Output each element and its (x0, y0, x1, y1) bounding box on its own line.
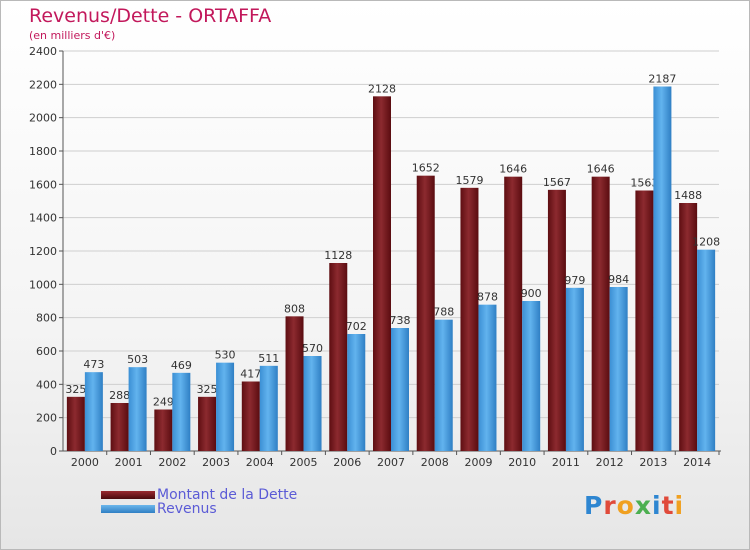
data-label-debt: 1646 (499, 163, 527, 176)
data-label-revenue: 788 (433, 306, 454, 319)
bar-revenue (565, 287, 584, 451)
bar-revenue (259, 365, 278, 451)
x-tick-label: 2013 (639, 456, 667, 469)
chart-title: Revenus/Dette - ORTAFFA (29, 5, 272, 27)
y-tick-label: 2400 (29, 45, 57, 58)
bar-revenue (84, 372, 103, 451)
x-tick-label: 2007 (377, 456, 405, 469)
bar-debt (66, 396, 85, 451)
bar-revenue (653, 86, 672, 451)
y-tick-label: 1000 (29, 278, 57, 291)
x-tick-label: 2003 (202, 456, 230, 469)
legend-item-debt: Montant de la Dette (101, 487, 298, 503)
data-label-debt: 1563 (630, 177, 658, 190)
y-tick-label: 1400 (29, 212, 57, 225)
data-label-revenue: 511 (258, 352, 279, 365)
legend-swatch-debt (101, 491, 155, 499)
y-tick-label: 2000 (29, 112, 57, 125)
y-tick-label: 1800 (29, 145, 57, 158)
data-label-revenue: 878 (477, 291, 498, 304)
y-tick-label: 400 (36, 378, 57, 391)
bar-debt (110, 403, 129, 451)
bar-debt (679, 203, 698, 451)
data-label-debt: 1128 (324, 249, 352, 262)
data-label-debt: 288 (109, 389, 130, 402)
x-tick-label: 2006 (333, 456, 361, 469)
bar-debt (198, 396, 217, 451)
bar-debt (416, 175, 435, 451)
bar-debt (591, 176, 610, 451)
data-label-revenue: 469 (171, 359, 192, 372)
chart-subtitle: (en milliers d'€) (29, 29, 116, 42)
data-label-debt: 249 (153, 396, 174, 409)
x-tick-label: 2012 (596, 456, 624, 469)
data-label-debt: 2128 (368, 82, 396, 95)
bar-revenue (434, 319, 453, 451)
bar-revenue (522, 301, 541, 451)
bar-debt (329, 263, 348, 451)
y-tick-label: 0 (50, 445, 57, 458)
bar-debt (241, 381, 260, 451)
data-label-revenue: 530 (215, 349, 236, 362)
bar-debt (373, 96, 391, 451)
proxiti-logo: Proxiti (584, 491, 685, 520)
x-tick-label: 2002 (158, 456, 186, 469)
legend-swatch-revenue (101, 505, 155, 513)
data-label-debt: 1488 (674, 189, 702, 202)
data-label-debt: 1646 (587, 163, 615, 176)
bar-debt (460, 187, 479, 452)
x-tick-label: 2011 (552, 456, 580, 469)
y-tick-label: 1200 (29, 245, 57, 258)
bar-revenue (216, 362, 235, 451)
data-label-revenue: 702 (346, 320, 367, 333)
bar-revenue (128, 367, 147, 451)
bar-revenue (172, 372, 191, 451)
x-tick-label: 2014 (683, 456, 711, 469)
bar-revenue (609, 287, 628, 451)
x-tick-label: 2004 (246, 456, 274, 469)
data-label-revenue: 738 (390, 314, 411, 327)
legend-item-revenue: Revenus (101, 501, 217, 517)
y-tick-label: 2200 (29, 78, 57, 91)
y-tick-label: 1600 (29, 178, 57, 191)
data-label-revenue: 984 (608, 273, 629, 286)
data-label-revenue: 900 (521, 287, 542, 300)
bar-debt (154, 409, 173, 451)
bar-debt (504, 176, 523, 451)
data-label-revenue: 570 (302, 342, 323, 355)
data-label-revenue: 503 (127, 353, 148, 366)
x-tick-label: 2001 (115, 456, 143, 469)
y-tick-label: 600 (36, 345, 57, 358)
y-tick-label: 800 (36, 312, 57, 325)
data-label-revenue: 473 (83, 358, 104, 371)
x-tick-label: 2009 (464, 456, 492, 469)
y-tick-label: 200 (36, 412, 57, 425)
bar-debt (635, 190, 654, 451)
bar-revenue (347, 334, 366, 451)
data-label-debt: 325 (65, 383, 86, 396)
bar-revenue (478, 304, 497, 451)
legend-label-revenue: Revenus (157, 501, 217, 517)
data-label-debt: 1579 (455, 174, 483, 187)
x-tick-label: 2000 (71, 456, 99, 469)
data-label-revenue: 2187 (648, 73, 676, 86)
bar-debt (547, 189, 566, 452)
x-tick-label: 2005 (290, 456, 318, 469)
data-label-revenue: 1208 (692, 236, 720, 249)
bar-debt (285, 316, 304, 451)
data-label-debt: 808 (284, 302, 305, 315)
bar-revenue (303, 356, 322, 451)
data-label-debt: 1567 (543, 176, 571, 189)
bar-revenue (697, 249, 716, 451)
data-label-debt: 1652 (412, 162, 440, 175)
data-label-revenue: 979 (564, 274, 585, 287)
x-tick-label: 2008 (421, 456, 449, 469)
bar-revenue (391, 328, 409, 451)
data-label-debt: 417 (240, 368, 261, 381)
data-label-debt: 325 (197, 383, 218, 396)
x-tick-label: 2010 (508, 456, 536, 469)
legend-label-debt: Montant de la Dette (157, 487, 298, 503)
